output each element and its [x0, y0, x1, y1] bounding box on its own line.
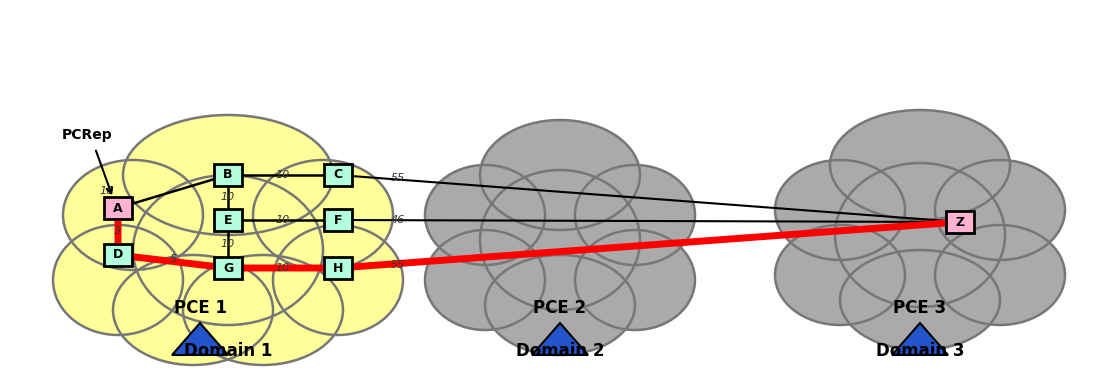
- Text: 55: 55: [391, 260, 404, 270]
- Polygon shape: [892, 323, 948, 355]
- Polygon shape: [532, 323, 588, 355]
- Text: 10: 10: [100, 187, 114, 197]
- Bar: [214, 164, 242, 186]
- Text: Domain 1: Domain 1: [184, 342, 272, 360]
- Ellipse shape: [830, 110, 1010, 220]
- Ellipse shape: [254, 160, 393, 270]
- Text: H: H: [333, 262, 343, 275]
- Ellipse shape: [123, 115, 333, 235]
- Text: 10: 10: [221, 239, 235, 249]
- Text: Domain 3: Domain 3: [876, 342, 964, 360]
- Ellipse shape: [53, 225, 183, 335]
- Bar: [214, 257, 242, 279]
- Text: 10: 10: [276, 170, 290, 180]
- Text: 3: 3: [114, 227, 122, 237]
- Ellipse shape: [183, 255, 343, 365]
- Bar: [104, 197, 132, 219]
- Text: B: B: [224, 169, 232, 182]
- Text: E: E: [224, 214, 232, 227]
- Ellipse shape: [425, 230, 545, 330]
- Text: G: G: [223, 262, 234, 275]
- Bar: [946, 211, 974, 233]
- Ellipse shape: [63, 160, 203, 270]
- Ellipse shape: [775, 225, 906, 325]
- Bar: [104, 244, 132, 266]
- Bar: [324, 257, 352, 279]
- Ellipse shape: [113, 255, 273, 365]
- Text: PCRep: PCRep: [62, 128, 113, 142]
- Text: A: A: [113, 202, 123, 215]
- Ellipse shape: [935, 225, 1065, 325]
- Ellipse shape: [775, 160, 906, 260]
- Ellipse shape: [575, 165, 695, 265]
- Text: PCE 1: PCE 1: [174, 299, 227, 317]
- Ellipse shape: [273, 225, 403, 335]
- Ellipse shape: [575, 230, 695, 330]
- Ellipse shape: [835, 163, 1005, 307]
- Text: D: D: [113, 248, 123, 262]
- Text: Domain 2: Domain 2: [516, 342, 604, 360]
- Text: 10: 10: [276, 263, 290, 273]
- Ellipse shape: [935, 160, 1065, 260]
- Ellipse shape: [425, 165, 545, 265]
- Text: 10: 10: [276, 215, 290, 225]
- Bar: [214, 209, 242, 231]
- Text: C: C: [333, 169, 342, 182]
- Text: 46: 46: [391, 215, 404, 225]
- Text: 5: 5: [169, 254, 176, 264]
- Text: PCE 3: PCE 3: [893, 299, 946, 317]
- Text: PCE 2: PCE 2: [534, 299, 587, 317]
- Bar: [324, 209, 352, 231]
- Ellipse shape: [133, 175, 323, 325]
- Ellipse shape: [485, 255, 635, 355]
- Bar: [324, 164, 352, 186]
- Text: Z: Z: [955, 215, 964, 228]
- Ellipse shape: [480, 170, 640, 310]
- Text: 10: 10: [221, 192, 235, 202]
- Text: F: F: [333, 214, 342, 227]
- Ellipse shape: [840, 250, 1000, 350]
- Polygon shape: [172, 323, 228, 355]
- Ellipse shape: [480, 120, 640, 230]
- Text: 55: 55: [391, 173, 404, 183]
